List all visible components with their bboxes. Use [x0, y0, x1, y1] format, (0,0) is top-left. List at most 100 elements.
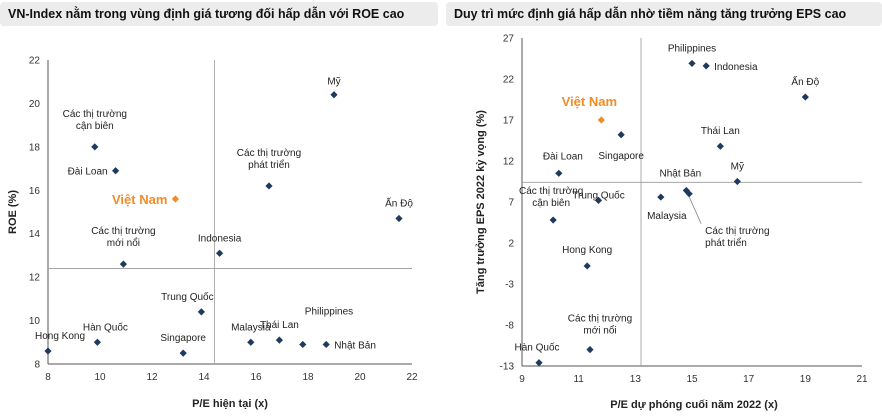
point-marker-han-quoc — [93, 338, 101, 346]
point-label-my: Mỹ — [731, 162, 744, 173]
y-tick-label: 10 — [29, 316, 41, 327]
point-marker-my — [330, 91, 338, 99]
x-tick-label: 19 — [800, 374, 812, 385]
y-tick-label: 8 — [34, 360, 40, 371]
point-label-trung-quoc: Trung Quốc — [161, 291, 213, 303]
point-marker-philippines — [299, 340, 307, 349]
point-label-malaysia: Malaysia — [647, 211, 687, 222]
point-label-thai-lan: Thái Lan — [260, 320, 299, 331]
left-scatter-chart: 8 10 12 14 16 18 20 22 8 10 12 14 16 18 20 22 P/E hiện t… — [7, 56, 418, 411]
point-label-cac-thi-truong-moi-noi: Các thị trường mới nổi — [91, 226, 155, 249]
point-label-philippines: Philippines — [668, 43, 716, 54]
point-marker-han-quoc — [535, 359, 543, 367]
point-label-trung-quoc: Trung Quốc — [572, 189, 624, 201]
x-tick-label: 21 — [856, 374, 868, 385]
y-axis-label: ROE (%) — [7, 190, 19, 234]
point-label-malaysia: Malaysia — [231, 322, 271, 333]
x-tick-label: 11 — [573, 374, 584, 385]
point-marker-dai-loan — [555, 169, 563, 177]
y-tick-label: 17 — [503, 116, 515, 127]
point-marker-malaysia — [657, 193, 665, 201]
x-tick-label: 15 — [686, 374, 698, 385]
y-tick-label: 22 — [503, 75, 515, 86]
point-label-cac-thi-truong-moi-noi: Các thị trường mới nổi — [568, 314, 632, 337]
left-chart-title-bar: VN-Index nằm trong vùng định giá tương đ… — [0, 2, 438, 26]
x-tick-label: 22 — [406, 372, 418, 383]
y-tick-label: 2 — [508, 239, 514, 250]
left-chart-panel: VN-Index nằm trong vùng định giá tương đ… — [0, 0, 438, 417]
x-tick-label: 8 — [45, 372, 51, 383]
right-chart-panel: Duy trì mức định giá hấp dẫn nhờ tiềm nă… — [446, 0, 882, 417]
y-tick-label: 14 — [29, 229, 41, 240]
point-label-my: Mỹ — [327, 77, 340, 88]
point-label-indonesia: Indonesia — [714, 62, 758, 73]
point-marker-dai-loan — [112, 167, 120, 175]
left-chart-title: VN-Index nằm trong vùng định giá tương đ… — [8, 7, 405, 21]
y-tick-label: -3 — [505, 280, 514, 291]
point-marker-thai-lan — [716, 142, 724, 150]
point-marker-trung-quoc — [594, 196, 603, 204]
point-marker-cac-thi-truong-moi-noi — [586, 346, 594, 354]
y-tick-label: 22 — [29, 56, 41, 67]
point-label-cac-thi-truong-can-bien: Các thị trường cận biên — [519, 186, 583, 209]
point-marker-indonesia — [216, 249, 224, 257]
point-marker-my — [733, 177, 741, 186]
point-label-an-do: Ấn Độ — [791, 75, 819, 88]
point-label-han-quoc: Hàn Quốc — [514, 342, 559, 354]
point-marker-an-do — [395, 214, 403, 223]
x-axis-label: P/E hiện tại (x) — [192, 398, 268, 410]
point-label-hong-kong: Hong Kong — [35, 331, 85, 342]
point-marker-thai-lan — [275, 336, 283, 344]
point-label-hong-kong: Hong Kong — [562, 245, 612, 256]
y-axis-label: Tăng trưởng EPS 2022 kỳ vọng (%) — [475, 110, 487, 294]
point-label-philippines: Philippines — [305, 306, 353, 317]
x-tick-label: 12 — [146, 372, 158, 383]
point-label-singapore: Singapore — [598, 151, 644, 162]
x-tick-label: 14 — [198, 372, 210, 383]
point-label-dai-loan: Đài Loan — [68, 167, 108, 178]
x-tick-label: 17 — [743, 374, 755, 385]
y-tick-label: 12 — [29, 273, 41, 284]
point-marker-viet-nam — [171, 195, 179, 203]
y-tick-label: 18 — [29, 142, 41, 153]
y-tick-label: 12 — [503, 157, 515, 168]
point-marker-hong-kong — [44, 347, 52, 355]
point-marker-cac-thi-truong-can-bien — [91, 143, 99, 151]
point-marker-trung-quoc — [197, 308, 205, 316]
point-label-han-quoc: Hàn Quốc — [83, 321, 128, 333]
point-label-viet-nam: Việt Nam — [112, 192, 167, 207]
point-label-cac-thi-truong-can-bien: Các thị trường cận biên — [63, 109, 127, 132]
point-marker-viet-nam — [597, 116, 605, 124]
x-tick-label: 18 — [302, 372, 314, 383]
y-tick-label: 16 — [29, 186, 41, 197]
x-axis-label: P/E dự phóng cuối năm 2022 (x) — [610, 399, 778, 411]
point-marker-an-do — [801, 93, 809, 101]
right-chart-title: Duy trì mức định giá hấp dẫn nhờ tiềm nă… — [454, 7, 847, 21]
point-marker-hong-kong — [583, 262, 591, 270]
point-label-cac-thi-truong-phat-trien: Các thị trường phát triển — [237, 148, 301, 171]
leader-line — [688, 196, 702, 224]
point-marker-malaysia — [247, 338, 255, 346]
y-tick-label: -13 — [500, 362, 515, 373]
point-marker-singapore — [179, 349, 187, 357]
point-marker-nhat-ban — [322, 340, 330, 349]
point-marker-cac-thi-truong-can-bien — [549, 216, 557, 224]
point-label-an-do: Ấn Độ — [385, 197, 413, 210]
x-tick-label: 20 — [354, 372, 366, 383]
y-tick-label: -8 — [505, 321, 514, 332]
y-tick-label: 20 — [29, 99, 41, 110]
y-tick-label: 7 — [508, 198, 514, 209]
right-chart-title-bar: Duy trì mức định giá hấp dẫn nhờ tiềm nă… — [446, 2, 882, 26]
point-label-nhat-ban: Nhật Bản — [659, 169, 701, 180]
point-label-singapore: Singapore — [160, 333, 206, 344]
point-marker-singapore — [617, 131, 625, 139]
x-tick-label: 16 — [250, 372, 262, 383]
point-label-cac-thi-truong-phat-trien: Các thị trường phát triển — [705, 226, 769, 249]
point-marker-philippines — [688, 59, 696, 68]
point-label-nhat-ban: Nhật Bản — [334, 340, 376, 351]
point-marker-cac-thi-truong-moi-noi — [119, 260, 127, 268]
x-tick-label: 9 — [519, 374, 525, 385]
x-tick-label: 10 — [94, 372, 106, 383]
point-marker-cac-thi-truong-phat-trien — [265, 182, 273, 190]
